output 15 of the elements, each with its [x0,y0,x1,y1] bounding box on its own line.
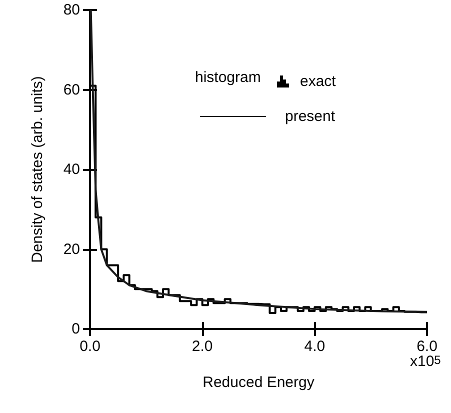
legend-label: present [285,108,336,125]
x-tick-label: 0.0 [80,338,100,355]
y-tick-label: 40 [63,161,80,178]
x-tick-label: 2.0 [192,338,213,355]
y-tick-label: 80 [63,2,80,18]
annotation: histogram [195,69,261,86]
x-axis-title: Reduced Energy [202,374,315,391]
y-tick-label: 20 [63,240,80,258]
x-tick-label: 6.0 [416,338,438,355]
y-tick-label: 60 [63,81,80,98]
legend-label: exact [300,73,337,90]
x-tick-label: 4.0 [304,338,326,355]
y-tick-label: 0 [72,320,80,338]
line-series [90,9,428,313]
y-axis-title: Density of states (arb. units) [29,76,46,263]
